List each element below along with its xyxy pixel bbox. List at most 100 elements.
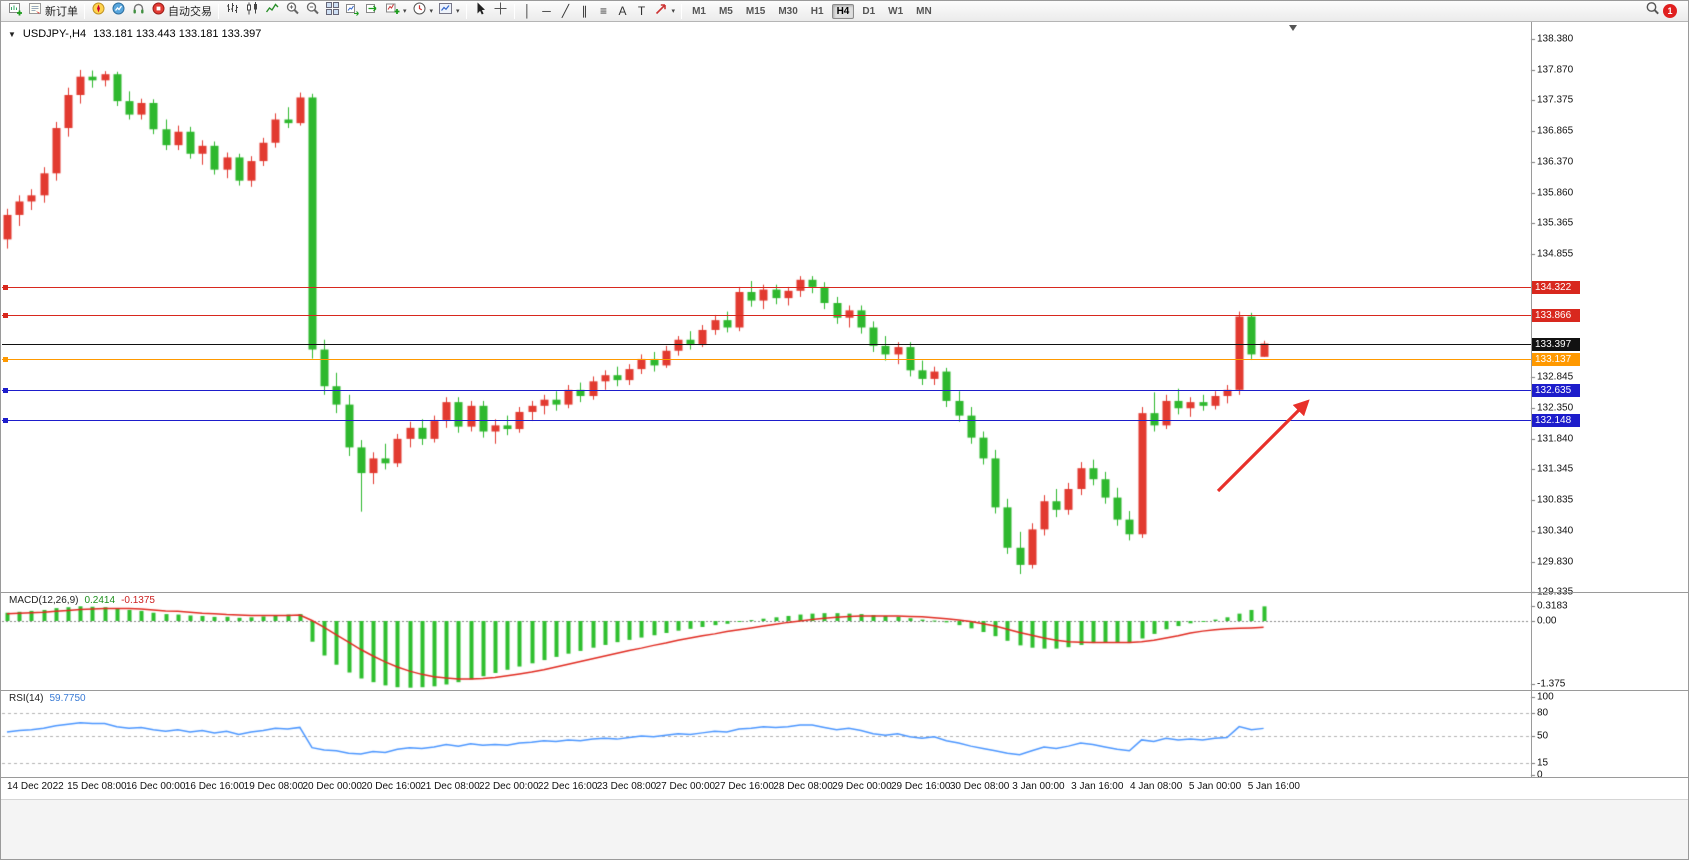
search-icon [1645,1,1660,21]
fibonacci-tool-button[interactable]: ≡ [595,2,613,20]
trendline-tool-button[interactable]: ╱ [557,2,575,20]
arrow-shape-icon [654,1,669,21]
rsi-pane-separator[interactable] [1,690,1688,691]
timeframe-w1-button[interactable]: W1 [888,5,904,17]
autotrade-icon [151,1,166,21]
resistance-lower-marker[interactable] [3,313,8,318]
pivot-orange-line[interactable] [2,359,1531,360]
tile-windows-button[interactable] [323,2,342,20]
time-axis-label: 21 Dec 08:00 [420,781,480,792]
template-icon [438,1,453,21]
price-scale-border[interactable] [1531,22,1532,778]
new-order-button[interactable]: 新订单 [26,2,80,20]
time-axis-separator [1,777,1688,778]
bar-chart-mode-button[interactable] [223,2,242,20]
rsi-name: RSI(14) [9,693,44,704]
price-tag-pivot-orange: 133.137 [1532,353,1580,366]
price-tag-resistance-upper: 134.322 [1532,281,1580,294]
symbol-period-label: USDJPY-,H4 [22,28,87,40]
cursor-tool-button[interactable] [471,2,490,20]
chart-shift-button[interactable] [363,2,382,20]
crosshair-tool-button[interactable] [491,2,510,20]
price-scale-label: 130.835 [1537,494,1574,506]
timeframe-m15-button[interactable]: M15 [745,5,766,17]
support-lower-line[interactable] [2,420,1531,421]
time-axis-label: 23 Dec 08:00 [596,781,657,792]
timeframe-m5-button[interactable]: M5 [718,5,733,17]
price-scale-label: 131.345 [1537,463,1574,475]
one-click-trading-toggle[interactable]: ▼ [8,29,16,39]
line-chart-mode-button[interactable] [263,2,282,20]
candlestick-mode-button[interactable] [243,2,262,20]
timeframe-m1-button[interactable]: M1 [692,5,706,17]
horizontal-line-tool-button[interactable]: ─ [538,2,556,20]
arrows-tool-button[interactable]: ▾ [652,2,678,20]
time-axis-label: 19 Dec 08:00 [243,781,304,792]
price-scale-label: 129.830 [1537,556,1574,568]
timeframe-d1-button[interactable]: D1 [862,5,876,17]
support-upper-marker[interactable] [3,388,8,393]
time-axis-label: 28 Dec 08:00 [773,781,833,792]
rsi-scale-label: 0 [1537,769,1543,781]
price-scale-label: 136.370 [1537,156,1574,168]
auto-arrange-button[interactable] [343,2,362,20]
macd-scale-label: 0.3183 [1537,600,1568,612]
market-watch-button[interactable] [109,2,128,20]
time-axis-label: 30 Dec 08:00 [949,781,1010,792]
timeframe-mn-button[interactable]: MN [916,5,932,17]
timeframe-m30-button[interactable]: M30 [778,5,798,17]
support-upper-line[interactable] [2,390,1531,391]
channel-tool-icon: ∥ [581,4,588,18]
horizontal-line-tool-icon: ─ [542,4,551,18]
toolbar-separator [84,3,85,19]
vertical-line-tool-button[interactable]: │ [519,2,537,20]
toolbar: 新订单 自动交易 ▾ ▾ ▾ │ ─ ╱ ∥ ≡ A T ▾ M1 M5 M15 M30 H1 H4 D1 W1 MN 1 [1,1,1688,22]
navigator-button[interactable] [89,2,108,20]
toolbar-separator [218,3,219,19]
trend-arrow-annotation[interactable] [1204,393,1324,503]
pivot-orange-marker[interactable] [3,357,8,362]
search-button[interactable] [1643,2,1662,20]
price-scale-label: 130.340 [1537,525,1574,537]
new-chart-button[interactable] [6,2,25,20]
toolbar-separator [513,3,515,19]
resistance-upper-marker[interactable] [3,285,8,290]
new-chart-icon [8,1,23,21]
text-tool-button[interactable]: A [614,2,632,20]
chart-shift-marker-icon[interactable] [1289,25,1297,31]
price-tag-support-upper: 132.635 [1532,384,1580,397]
templates-button[interactable]: ▾ [436,2,462,20]
price-scale-label: 132.845 [1537,371,1574,383]
order-icon [28,1,43,21]
clock-icon [412,1,427,21]
timeframe-h4-button[interactable]: H4 [831,3,855,19]
resistance-lower-line[interactable] [2,315,1531,316]
zoom-out-button[interactable] [303,2,322,20]
voice-assistant-button[interactable] [129,2,148,20]
text-tool-icon: A [618,4,627,18]
support-lower-marker[interactable] [3,418,8,423]
timeframe-h1-button[interactable]: H1 [810,5,824,17]
zoom-in-button[interactable] [283,2,302,20]
rsi-scale-label: 80 [1537,707,1549,719]
market-watch-icon [111,1,126,21]
time-axis-label: 16 Dec 00:00 [125,781,186,792]
add-indicator-button[interactable]: ▾ [383,2,409,20]
periods-button[interactable]: ▾ [410,2,436,20]
resistance-upper-line[interactable] [2,287,1531,288]
text-label-tool-button[interactable]: T [633,2,651,20]
price-tag-support-lower: 132.148 [1532,414,1580,427]
macd-pane-separator[interactable] [1,592,1688,593]
time-axis-label: 22 Dec 00:00 [479,781,539,792]
notifications-badge[interactable]: 1 [1663,4,1677,18]
auto-trading-button[interactable]: 自动交易 [149,2,214,20]
dropdown-caret-icon: ▾ [671,8,676,15]
bid-price-line[interactable] [2,344,1531,345]
fibonacci-tool-icon: ≡ [600,4,608,18]
trendline-tool-icon: ╱ [561,4,570,18]
navigator-icon [91,1,106,21]
window-bottom-area [1,799,1688,859]
channel-tool-button[interactable]: ∥ [576,2,594,20]
text-label-tool-icon: T [637,4,646,18]
